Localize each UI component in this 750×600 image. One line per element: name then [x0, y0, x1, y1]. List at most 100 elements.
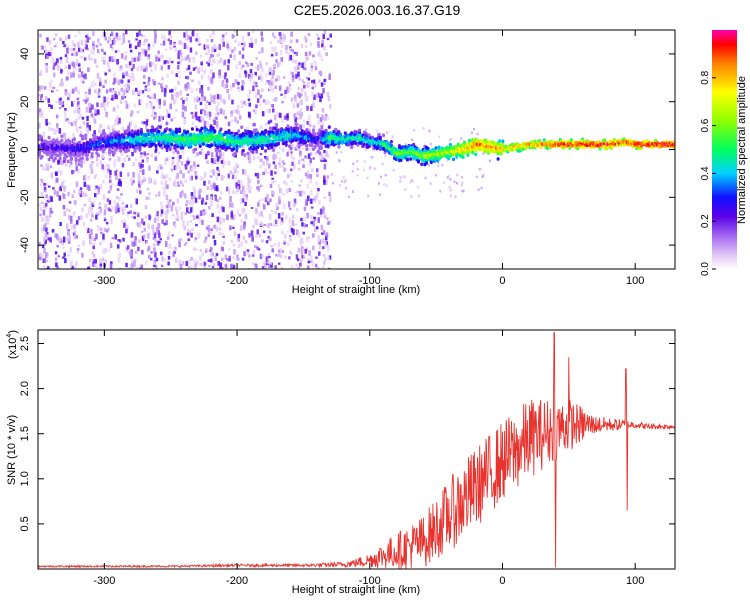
spectrogram-cell — [130, 110, 133, 116]
spectrogram-cell — [325, 232, 329, 238]
spectrogram-cell — [133, 211, 136, 215]
spectrogram-cell — [107, 65, 111, 72]
spectrogram-cell — [238, 73, 242, 78]
spectrogram-cell — [178, 259, 181, 266]
ridge-cell — [49, 155, 53, 159]
spectrogram-cell — [233, 47, 237, 51]
spectrogram-cell — [56, 123, 59, 129]
spectrogram-cell — [81, 116, 85, 120]
spectrogram-cell — [168, 177, 171, 181]
spectrogram-cell — [75, 58, 79, 63]
spectrogram-cell — [321, 58, 324, 61]
spectrogram-cell — [230, 210, 234, 214]
spectrogram-cell — [169, 89, 172, 93]
spectrogram-cell — [196, 260, 200, 265]
ridge-cell — [251, 150, 255, 154]
spectrogram-cell — [47, 163, 50, 169]
spectrogram-cell — [59, 37, 62, 41]
spectrogram-cell — [45, 227, 48, 232]
spectrogram-cell — [273, 180, 277, 183]
ridge-cell — [313, 145, 317, 150]
spectrogram-cell — [103, 51, 106, 55]
spectrogram-cell — [57, 255, 60, 258]
ridge-cell — [235, 144, 239, 148]
ridge-cell — [452, 157, 455, 162]
spectrogram-cell — [404, 188, 407, 191]
spectrogram-cell — [281, 230, 284, 235]
spectrogram-cell — [83, 181, 87, 187]
ridge-cell — [213, 130, 217, 134]
spectrogram-cell — [286, 113, 289, 117]
spectrogram-cell — [116, 146, 119, 152]
spectrogram-cell — [172, 252, 175, 257]
spectrogram-cell — [154, 214, 158, 218]
spectrogram-cell — [268, 214, 272, 220]
spectrogram-cell — [75, 181, 79, 188]
spectrogram-cell — [165, 147, 169, 152]
spectrogram-cell — [91, 214, 94, 218]
spectrogram-cell — [196, 33, 199, 39]
spectrogram-cell — [140, 230, 144, 233]
spectrogram-cell — [155, 194, 158, 197]
spectrogram-cell — [42, 131, 45, 138]
spectrogram-cell — [283, 93, 287, 99]
spectrogram-cell — [274, 46, 277, 52]
spectrogram-cell — [61, 240, 64, 246]
spectrogram-cell — [246, 251, 250, 256]
spectrogram-cell — [328, 73, 331, 76]
spectrogram-cell — [217, 108, 221, 113]
spectrogram-cell — [83, 57, 87, 61]
spectrogram-cell — [246, 188, 249, 191]
spectrogram-cell — [44, 167, 47, 171]
spectrogram-cell — [235, 190, 238, 194]
spectrogram-cell — [177, 80, 180, 85]
ridge-cell — [412, 142, 416, 147]
spectrogram-cell — [80, 160, 84, 163]
spectrogram-cell — [296, 229, 299, 236]
spectrogram-cell — [157, 191, 161, 197]
spectrogram-cell — [258, 233, 262, 238]
spectrogram-cell — [207, 224, 211, 229]
spectrogram-cell — [263, 156, 267, 159]
spectrogram-cell — [319, 208, 323, 215]
spectrogram-cell — [170, 205, 174, 212]
spectrogram-cell — [256, 172, 260, 179]
spectrogram-cell — [218, 232, 221, 236]
spectrogram-cell — [130, 67, 134, 72]
spectrogram-cell — [251, 236, 254, 242]
spectrogram-cell — [65, 223, 69, 229]
spectrogram-cell — [38, 94, 42, 97]
spectrogram-cell — [112, 108, 116, 112]
spectrogram-cell — [281, 100, 284, 104]
spectrogram-cell — [66, 47, 69, 54]
spectrogram-cell — [278, 199, 281, 205]
spectrogram-cell — [83, 75, 87, 80]
spectrogram-cell — [216, 216, 220, 223]
spectrogram-cell — [195, 175, 198, 180]
spectrogram-cell — [105, 222, 109, 225]
spectrogram-cell — [326, 91, 330, 97]
spectrogram-cell — [247, 183, 250, 186]
spectrogram-cell — [212, 72, 215, 79]
spectrogram-cell — [117, 130, 121, 134]
spectrogram-cell — [215, 120, 219, 127]
spectrogram-cell — [163, 60, 166, 65]
spectrogram-cell — [107, 125, 111, 129]
spectrogram-cell — [142, 34, 146, 38]
spectrogram-cell — [64, 91, 67, 96]
spectrogram-cell — [130, 263, 134, 269]
spectrogram-cell — [298, 184, 301, 187]
spectrogram-cell — [93, 130, 96, 135]
spectrogram-cell — [456, 173, 459, 177]
ridge-cell — [139, 128, 143, 132]
spectrogram-cell — [231, 225, 234, 228]
spectrogram-cell — [250, 62, 253, 66]
spectrogram-cell — [274, 154, 277, 160]
spectrogram-cell — [90, 169, 94, 174]
spectrogram-cell — [314, 195, 317, 201]
spectrogram-cell — [212, 196, 216, 201]
spectrogram-cell — [293, 202, 296, 205]
spectrogram-cell — [163, 35, 166, 40]
ridge-cell — [283, 130, 287, 134]
ridge-cell — [268, 126, 272, 130]
